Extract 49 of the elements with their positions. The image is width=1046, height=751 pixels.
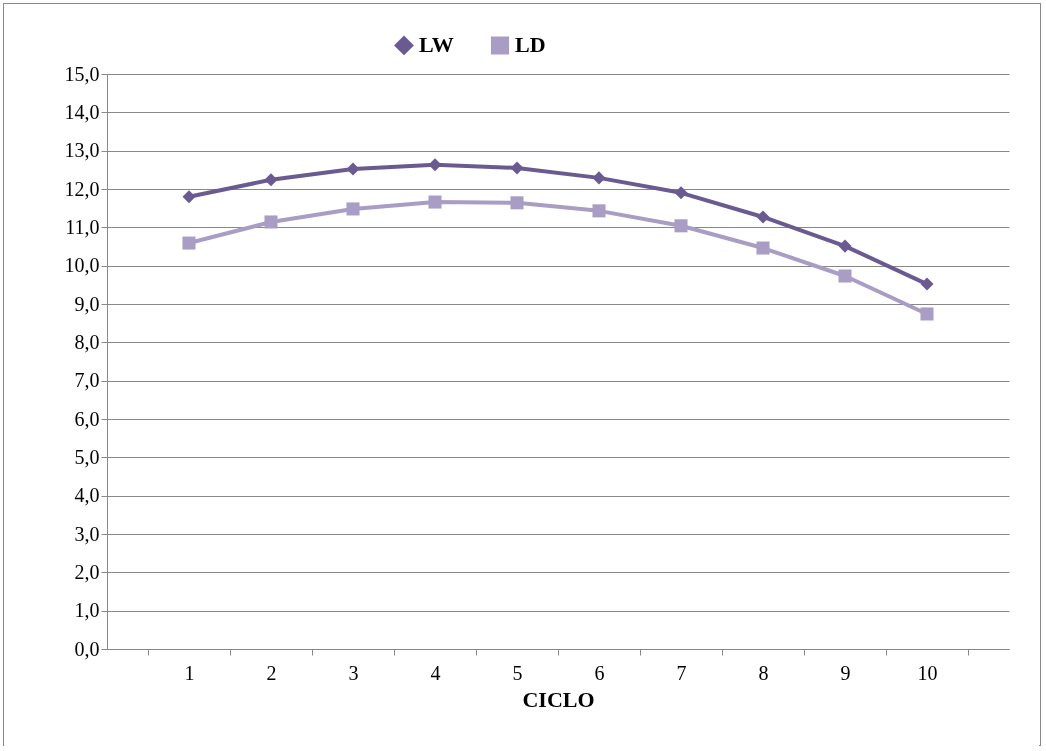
legend-label: LW: [419, 32, 454, 58]
point: [674, 186, 688, 200]
y-tick-label: 7,0: [74, 369, 100, 392]
point: [264, 215, 278, 229]
point: [592, 171, 606, 185]
y-tick-label: 14,0: [64, 100, 100, 123]
y-tick-label: 13,0: [64, 139, 100, 162]
point: [346, 202, 360, 216]
y-tick-label: 11,0: [65, 215, 100, 238]
y-tick-label: 12,0: [64, 177, 100, 200]
point: [510, 161, 524, 175]
x-tick-label: 7: [676, 661, 687, 684]
y-tick-label: 9,0: [74, 292, 100, 315]
x-tick-label: 10: [917, 661, 938, 684]
point: [920, 307, 934, 321]
y-tick-label: 8,0: [74, 330, 100, 353]
x-tick-label: 2: [266, 661, 277, 684]
point: [838, 269, 852, 283]
legend-label: LD: [515, 32, 546, 58]
y-tick-label: 4,0: [74, 484, 100, 507]
point: [428, 158, 442, 172]
point: [592, 204, 606, 218]
point: [510, 196, 524, 210]
y-tick-label: 0,0: [74, 637, 100, 660]
point: [674, 219, 688, 233]
point: [756, 210, 770, 224]
point: [264, 173, 278, 187]
point: [182, 236, 196, 250]
y-tick-label: 3,0: [74, 522, 100, 545]
x-tick-label: 6: [594, 661, 605, 684]
point: [428, 195, 442, 209]
x-axis-title: CICLO: [522, 686, 595, 712]
y-tick-label: 15,0: [64, 62, 100, 85]
point: [346, 162, 360, 176]
y-tick-label: 5,0: [74, 445, 100, 468]
y-tick-label: 10,0: [64, 254, 100, 277]
point: [838, 239, 852, 253]
x-tick-label: 1: [184, 661, 195, 684]
x-tick-label: 4: [430, 661, 441, 684]
y-tick-label: 6,0: [74, 407, 100, 430]
y-tick-label: 2,0: [74, 560, 100, 583]
x-tick-label: 5: [512, 661, 523, 684]
x-tick-label: 3: [348, 661, 359, 684]
x-tick-label: 8: [758, 661, 769, 684]
y-tick-label: 1,0: [74, 599, 100, 622]
point: [920, 277, 934, 291]
point: [756, 241, 770, 255]
x-tick-label: 9: [840, 661, 851, 684]
point: [182, 190, 196, 204]
